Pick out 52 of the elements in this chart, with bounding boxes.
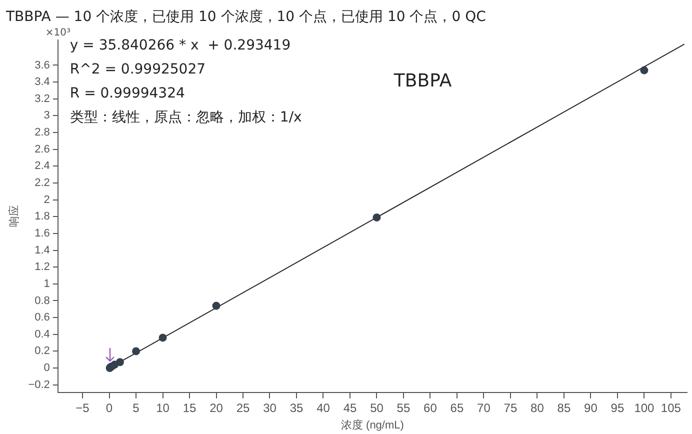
x-tick-label: 35 <box>290 400 304 415</box>
x-tick-label: 10 <box>156 400 170 415</box>
y-tick-label: 1.6 <box>34 227 50 240</box>
y-axis-title: 响应 <box>8 205 21 228</box>
y-tick-label: 3.4 <box>34 76 50 88</box>
x-tick-label: 30 <box>263 400 277 415</box>
x-tick-label: 100 <box>634 400 655 415</box>
y-tick-label: −0.2 <box>28 378 50 391</box>
x-tick-label: 45 <box>343 400 357 415</box>
chart-title: TBBPA — 10 个浓度，已使用 10 个浓度，10 个点，已使用 10 个点，0 QC <box>6 8 486 26</box>
x-tick-label: 40 <box>316 400 330 415</box>
x-tick-label: 90 <box>584 400 598 415</box>
y-tick-label: 0 <box>44 362 50 374</box>
x-tick-label: 0 <box>106 400 113 415</box>
x-tick-label: 75 <box>504 400 518 415</box>
x-tick-label: 105 <box>660 400 682 415</box>
y-tick-label: 0.8 <box>34 294 50 307</box>
annotation: TBBPA <box>392 70 452 92</box>
x-tick-label: 25 <box>236 400 250 415</box>
y-tick-label: 0.6 <box>34 312 50 324</box>
y-tick-label: 3.6 <box>34 59 50 72</box>
x-tick-label: 95 <box>610 400 624 415</box>
x-tick-label: −5 <box>76 400 90 415</box>
y-tick-label: 2.4 <box>34 160 50 172</box>
annotation: R^2 = 0.99925027 <box>70 62 206 78</box>
y-tick-label: 2.8 <box>34 126 50 139</box>
x-axis-title: 浓度 (ng/mL) <box>340 418 404 432</box>
x-tick-label: 15 <box>182 400 197 415</box>
x-tick-label: 65 <box>450 400 464 415</box>
x-tick-label: 20 <box>210 400 224 415</box>
y-tick-label: 2 <box>44 194 50 206</box>
x-tick-label: 5 <box>132 400 140 415</box>
text: ×10³ <box>45 28 70 39</box>
x-tick-label: 70 <box>477 400 491 415</box>
x-tick-label: 50 <box>370 400 384 415</box>
x-tick-label: 80 <box>530 400 544 415</box>
annotation: R = 0.99994324 <box>70 86 185 102</box>
y-tick-label: 2.2 <box>34 177 50 190</box>
y-tick-label: 1.4 <box>34 244 50 256</box>
y-tick-label: 0.4 <box>34 328 50 340</box>
annotation: y = 35.840266 * x + 0.293419 <box>70 38 291 54</box>
x-tick-label: 55 <box>396 400 410 415</box>
annotation: 类型：线性，原点：忽略，加权：1/x <box>70 110 302 126</box>
y-tick-label: 0.2 <box>34 345 50 358</box>
y-tick-label: 3.2 <box>34 92 50 105</box>
y-tick-label: 1.8 <box>34 210 50 223</box>
y-tick-label: 2.6 <box>34 143 50 156</box>
y-tick-label: 1 <box>44 278 50 290</box>
y-tick-label: 3 <box>44 110 50 122</box>
x-tick-label: 85 <box>557 400 571 415</box>
x-tick-label: 60 <box>424 400 438 415</box>
y-tick-label: 1.2 <box>34 261 50 274</box>
